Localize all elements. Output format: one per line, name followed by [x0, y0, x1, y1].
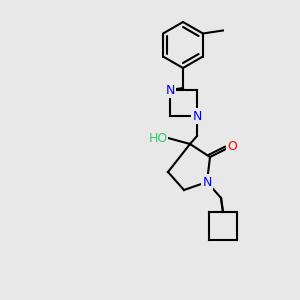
Text: N: N [202, 176, 212, 188]
Text: N: N [165, 83, 175, 97]
Text: N: N [192, 110, 202, 122]
Text: HO: HO [148, 131, 168, 145]
Text: O: O [227, 140, 237, 154]
